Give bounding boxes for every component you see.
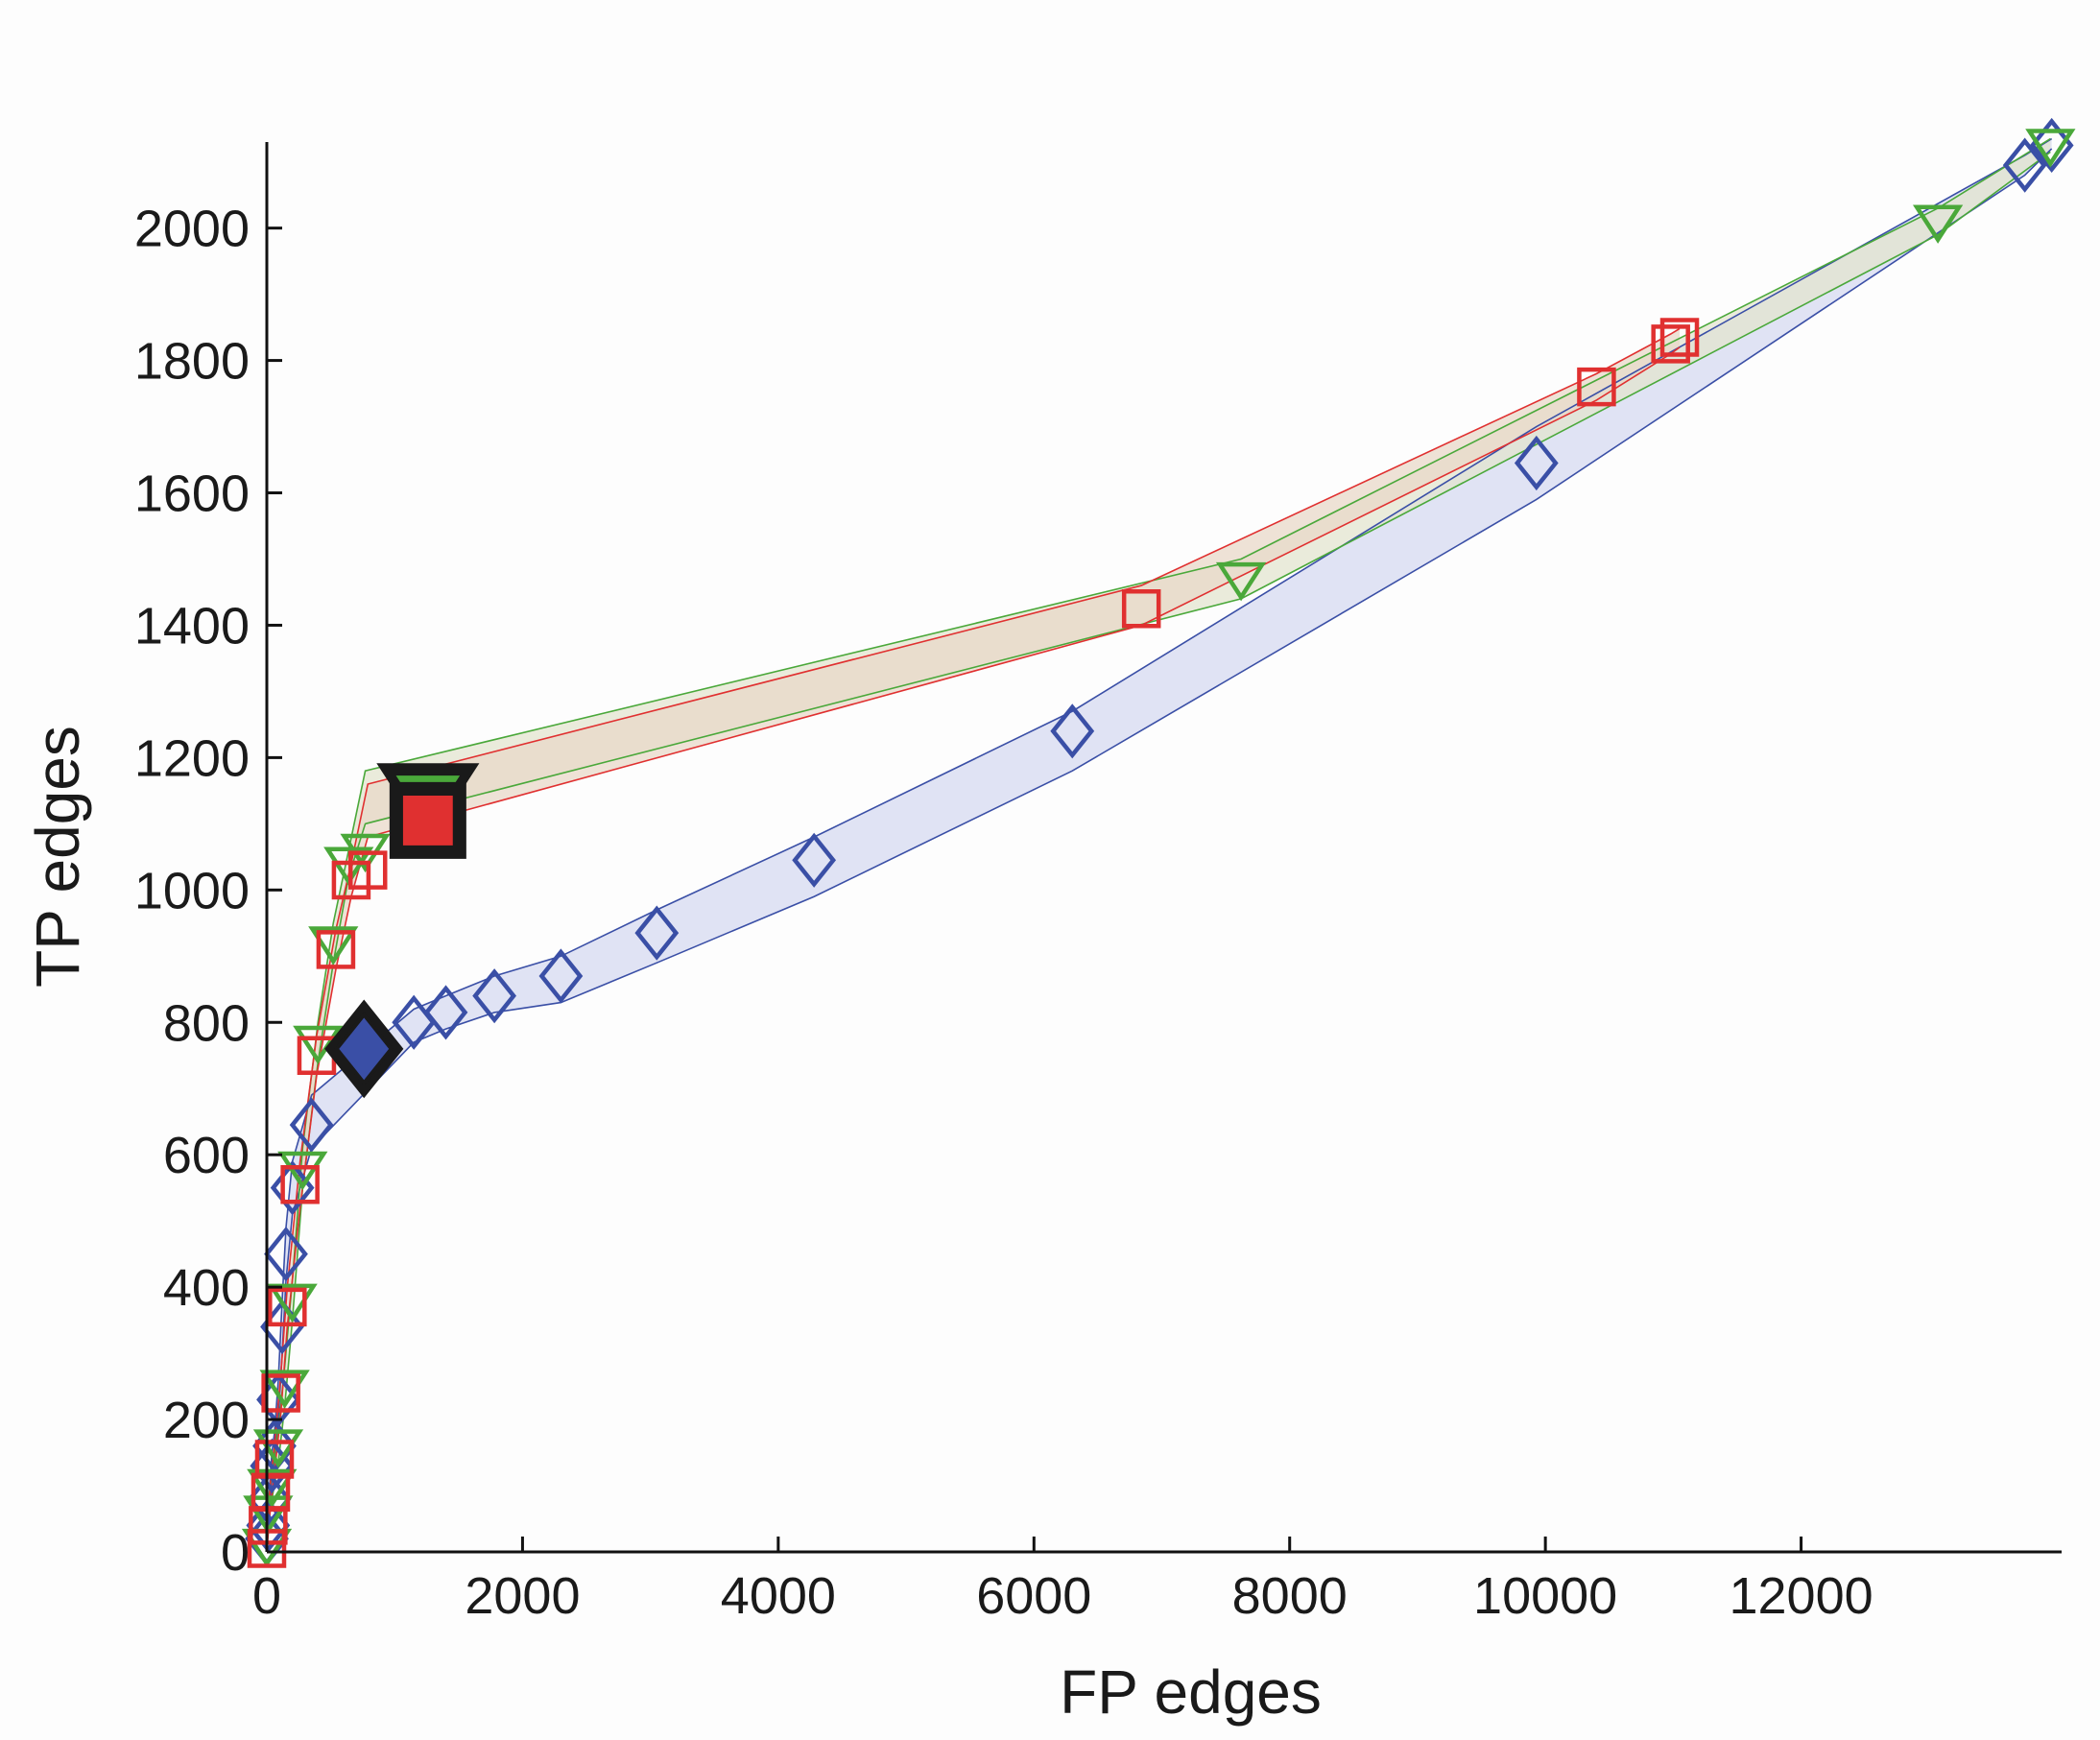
series-2-point [1121, 588, 1161, 629]
series-2-point [268, 1287, 307, 1327]
x-tick-label: 4000 [721, 1567, 836, 1625]
series-1-upper-line [266, 137, 2051, 1539]
axes [265, 142, 2062, 1554]
band-edge-lines [266, 137, 2053, 1553]
series-0-point [538, 948, 584, 1004]
series-2-point [1659, 318, 1700, 357]
x-tick-label: 6000 [976, 1567, 1091, 1625]
y-tick-label: 600 [163, 1127, 250, 1184]
y-tick-label: 1600 [134, 465, 250, 523]
y-ticks: 0 200 400 600 800 1000 1200 1400 1600 1800 2000 [134, 201, 282, 1582]
series-0-band [267, 138, 2052, 1546]
series-1-point [2025, 129, 2076, 168]
y-tick-label: 1200 [134, 729, 250, 787]
x-tick-label: 12000 [1729, 1567, 1873, 1625]
series-1-point [308, 926, 359, 965]
series-0-highlight-fill [339, 1017, 390, 1081]
data-markers [241, 117, 2076, 1568]
series-0-point [2002, 137, 2047, 193]
series-0-point [2029, 117, 2074, 174]
y-tick-label: 1400 [134, 597, 250, 655]
series-2-lower-line [266, 346, 1681, 1553]
series-0-point [472, 968, 517, 1024]
series-0-point [1050, 703, 1095, 759]
x-tick-label: 0 [252, 1567, 281, 1625]
series-1-lower-line [266, 151, 2051, 1553]
series-1-point [277, 1151, 328, 1191]
series-2-point [254, 1440, 295, 1479]
series-2-point [316, 930, 356, 969]
series-1-point [247, 1468, 298, 1509]
series-2-point [280, 1164, 320, 1204]
series-2-point [247, 1529, 287, 1568]
series-2-point [1577, 367, 1616, 407]
series-2-highlight-fill [402, 795, 453, 846]
series-1-point [323, 846, 374, 886]
series-2-point [347, 850, 388, 890]
y-tick-label: 0 [221, 1524, 250, 1582]
y-tick-label: 200 [163, 1392, 250, 1449]
series-1-point [259, 1370, 310, 1409]
y-tick-label: 800 [163, 994, 250, 1052]
series-1-band [267, 138, 2051, 1552]
series-2-point [261, 1373, 300, 1413]
series-1-point [1215, 561, 1267, 602]
series-0-lower-line [266, 148, 2053, 1546]
series-0-point [264, 1227, 308, 1282]
y-tick-label: 2000 [134, 201, 250, 258]
series-1-point [1912, 204, 1964, 244]
confidence-bands [267, 138, 2052, 1553]
series-2-point [331, 860, 371, 900]
series-2-point [1651, 324, 1690, 364]
y-tick-label: 1800 [134, 333, 250, 391]
y-tick-label: 400 [163, 1259, 250, 1317]
highlight-markers [324, 763, 480, 1099]
y-tick-label: 1000 [134, 862, 250, 919]
series-0-point [634, 905, 680, 961]
series-2-point [297, 1036, 337, 1075]
x-tick-label: 8000 [1232, 1567, 1348, 1625]
x-tick-label: 10000 [1473, 1567, 1617, 1625]
series-0-point [792, 832, 837, 888]
x-tick-label: 2000 [465, 1567, 580, 1625]
series-0-upper-line [266, 137, 2053, 1533]
series-0-point [423, 985, 468, 1040]
x-ticks: 0 2000 4000 6000 8000 10000 12000 [252, 1537, 1873, 1625]
series-0-point [1514, 435, 1559, 491]
series-0-point [289, 1097, 334, 1153]
y-axis-title: TP edges [23, 726, 92, 988]
x-axis-title: FP edges [1060, 1657, 1322, 1727]
